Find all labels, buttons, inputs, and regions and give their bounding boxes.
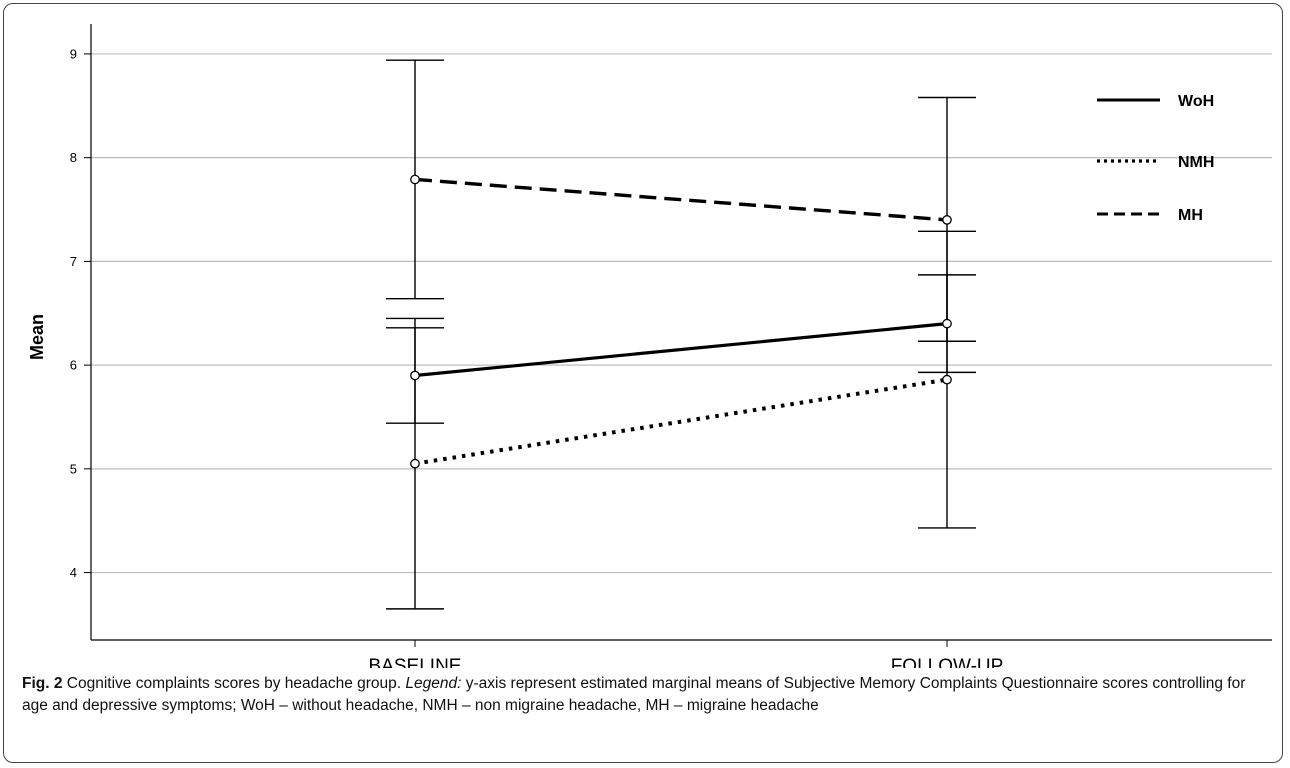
y-ticks: 4 5 6 7 8 9 — [70, 46, 91, 580]
point-mh-0 — [410, 174, 420, 185]
series-line-nmh — [414, 377, 948, 466]
series-line-woh — [414, 322, 948, 378]
figure-label: Fig. 2 — [22, 675, 63, 692]
y-tick-label-5: 5 — [70, 461, 77, 476]
figure-frame — [3, 3, 1283, 763]
y-axis-label: Mean — [27, 314, 47, 360]
y-tick-label-8: 8 — [70, 150, 77, 165]
data-points — [410, 174, 952, 469]
point-mh-1 — [942, 215, 952, 225]
y-tick-label-6: 6 — [70, 358, 77, 373]
point-woh-0 — [410, 370, 420, 381]
axes — [90, 24, 1272, 641]
x-tick-label-0: BASELINE — [369, 656, 462, 668]
point-woh-1 — [942, 318, 952, 329]
legend-label-mh: MH — [1178, 207, 1203, 224]
series-lines — [414, 177, 948, 466]
y-tick-label-4: 4 — [70, 565, 77, 580]
caption-title: Cognitive complaints scores by headache … — [62, 675, 406, 692]
y-tick-label-7: 7 — [70, 254, 77, 269]
gridlines — [91, 53, 1272, 574]
point-nmh-0 — [410, 458, 420, 469]
line-chart: 4 5 6 7 8 9 BASELINE FOLLOW-UP WoH NMH MH Mean — [27, 24, 1272, 668]
series-line-mh — [414, 177, 948, 222]
figure-caption: Fig. 2 Cognitive complaints scores by he… — [22, 673, 1262, 717]
caption-legend-label: Legend: — [405, 675, 462, 692]
legend: WoH NMH MH — [1097, 93, 1214, 224]
x-tick-label-1: FOLLOW-UP — [891, 656, 1004, 668]
point-nmh-1 — [942, 374, 952, 385]
error-bars — [386, 59, 976, 610]
legend-label-nmh: NMH — [1178, 154, 1214, 171]
caption-body: y-axis represent estimated marginal mean… — [22, 675, 1246, 714]
y-tick-label-9: 9 — [70, 46, 77, 61]
legend-label-woh: WoH — [1178, 93, 1214, 110]
x-categories: BASELINE FOLLOW-UP — [369, 640, 1004, 668]
